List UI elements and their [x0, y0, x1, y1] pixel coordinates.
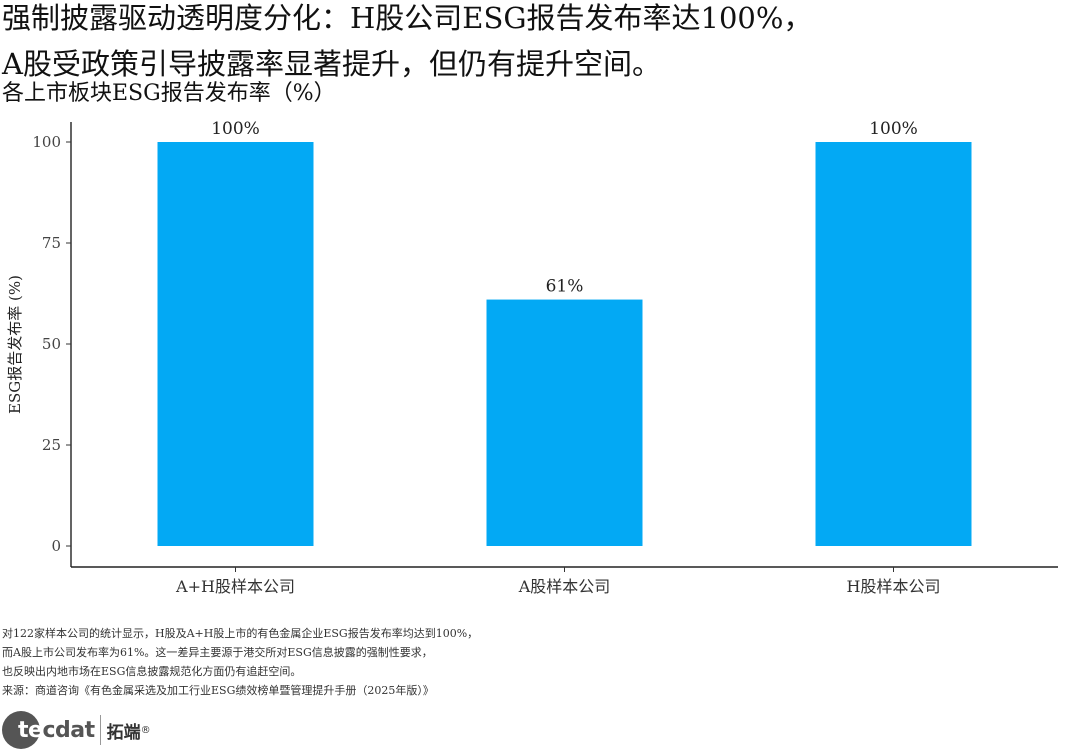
footnotes: 对122家样本公司的统计显示，H股及A+H股上市的有色金属企业ESG报告发布率均…	[2, 624, 478, 700]
registered-mark: ®	[140, 724, 151, 736]
y-tick-label: 0	[51, 537, 61, 555]
data-label: 100%	[869, 119, 918, 139]
footnote-line: 也反映出内地市场在ESG信息披露规范化方面仍有追赶空间。	[2, 665, 302, 678]
brand-logo: tecdat 拓端 ®	[2, 708, 151, 752]
logo-wordmark-first: te	[18, 717, 43, 743]
source-line: 来源：商道咨询《有色金属采选及加工行业ESG绩效榜单暨管理提升手册（2025年版…	[2, 684, 434, 697]
bar	[486, 299, 643, 546]
logo-wordmark: tecdat	[18, 718, 95, 743]
logo-circle-icon	[2, 711, 40, 749]
logo-chinese-name: 拓端	[106, 722, 141, 743]
y-tick-label: 100	[32, 133, 61, 151]
footnote-line: 而A股上市公司发布率为61%。这一差异主要源于港交所对ESG信息披露的强制性要求…	[2, 646, 433, 659]
x-axis: A+H股样本公司 A股样本公司 H股样本公司	[71, 566, 1058, 596]
x-tick-label: A股样本公司	[518, 577, 611, 596]
y-tick-label: 50	[42, 335, 61, 353]
bars-group	[157, 142, 972, 546]
x-tick-label: A+H股样本公司	[175, 577, 295, 596]
y-tick-label: 25	[42, 436, 61, 454]
x-tick-label: H股样本公司	[847, 577, 941, 596]
data-label: 100%	[211, 119, 260, 139]
y-tick-label: 75	[42, 234, 61, 252]
logo-wordmark-rest: cdat	[42, 717, 95, 743]
page-title-line-2: A股受政策引导披露率显著提升，但仍有提升空间。	[2, 47, 661, 81]
bar	[815, 142, 972, 546]
y-axis: 0 25 50 75 100	[32, 122, 72, 567]
data-label: 61%	[546, 277, 584, 297]
bar	[157, 142, 314, 546]
logo-divider	[99, 715, 101, 745]
footnote-line: 对122家样本公司的统计显示，H股及A+H股上市的有色金属企业ESG报告发布率均…	[2, 627, 479, 640]
chart-subtitle: 各上市板块ESG报告发布率（%）	[2, 81, 336, 106]
data-labels-group: 100% 61% 100%	[211, 119, 918, 297]
page-title-line-1: 强制披露驱动透明度分化：H股公司ESG报告发布率达100%，	[2, 1, 813, 35]
y-axis-label: ESG报告发布率 (%)	[6, 275, 24, 414]
